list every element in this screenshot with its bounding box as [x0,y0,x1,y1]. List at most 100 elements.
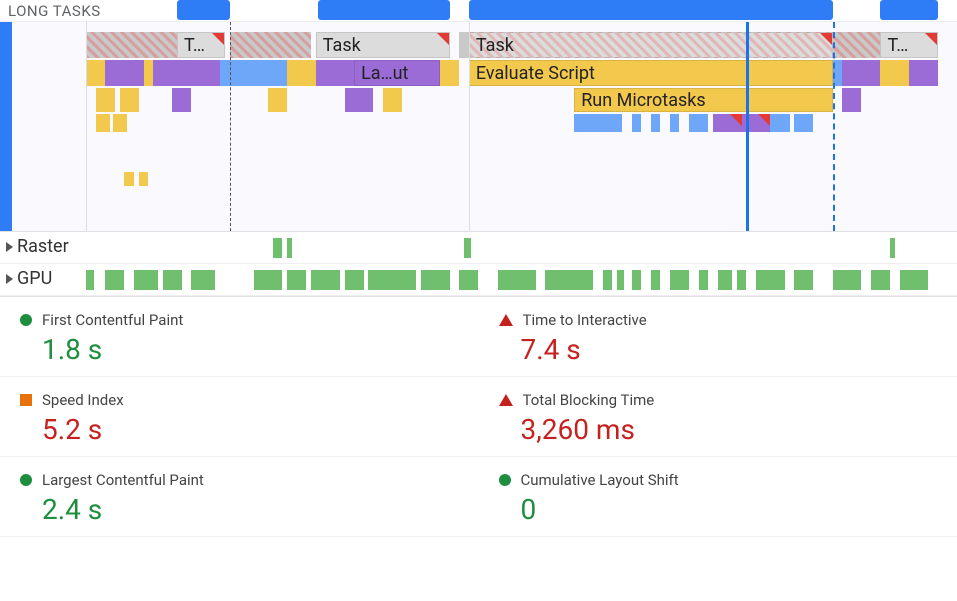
flame-entry[interactable] [120,88,139,112]
gpu-track[interactable]: GPU [0,264,957,296]
metric-largest-contentful-paint[interactable]: Largest Contentful Paint2.4 s [0,457,479,537]
gpu-bar[interactable] [617,270,624,290]
raster-bar[interactable] [890,238,895,258]
gpu-bar[interactable] [134,270,158,290]
flame-entry[interactable] [713,114,742,132]
metric-time-to-interactive[interactable]: Time to Interactive7.4 s [479,297,957,377]
metric-total-blocking-time[interactable]: Total Blocking Time3,260 ms [479,377,957,457]
metric-status-icon [20,474,32,486]
flame-entry[interactable] [105,60,143,86]
long-tasks-track[interactable]: LONG TASKS [0,0,957,22]
gpu-bar[interactable] [670,270,689,290]
metric-first-contentful-paint[interactable]: First Contentful Paint1.8 s [0,297,479,377]
flame-entry[interactable] [383,88,402,112]
flame-entry-t[interactable]: T… [880,32,937,58]
gpu-bar[interactable] [254,270,283,290]
metric-cumulative-layout-shift[interactable]: Cumulative Layout Shift0 [479,457,957,537]
flame-entry[interactable] [794,114,813,132]
metric-status-icon [499,394,513,406]
gpu-bar[interactable] [459,270,478,290]
flame-entry[interactable] [96,88,115,112]
flame-entry[interactable] [124,172,134,186]
gpu-bar[interactable] [368,270,416,290]
flame-entry[interactable] [86,60,105,86]
flame-entry[interactable] [880,60,909,86]
gpu-bar[interactable] [632,270,642,290]
gpu-bar[interactable] [718,270,732,290]
metric-label: Total Blocking Time [523,391,655,409]
flame-entry[interactable] [113,114,127,132]
flame-entry[interactable] [139,172,149,186]
flame-entry[interactable] [172,88,191,112]
gpu-label: GPU [6,268,52,289]
raster-bar[interactable] [464,238,471,258]
gpu-bar[interactable] [105,270,124,290]
long-task-bar[interactable] [345,0,450,20]
flame-entry[interactable] [574,114,593,132]
gpu-bar[interactable] [699,270,709,290]
gpu-bar[interactable] [900,270,929,290]
raster-track[interactable]: Raster [0,232,957,264]
flame-entry[interactable] [86,32,177,58]
gpu-bar[interactable] [345,270,364,290]
expand-icon[interactable] [6,242,13,252]
gpu-bar[interactable] [191,270,215,290]
flame-entry[interactable] [603,114,622,132]
metric-value: 0 [521,493,938,526]
long-task-bar[interactable] [498,0,833,20]
flame-entry[interactable] [909,60,938,86]
flame-entry[interactable] [459,32,469,58]
metric-value: 5.2 s [42,413,459,446]
gpu-bar[interactable] [603,270,613,290]
flame-entry[interactable] [144,60,154,86]
flame-entry[interactable] [689,114,708,132]
flame-entry-evaluatescript[interactable]: Evaluate Script [469,60,833,86]
gpu-bar[interactable] [311,270,340,290]
flame-entry[interactable] [670,114,680,132]
long-task-bar[interactable] [880,0,937,20]
raster-bar[interactable] [273,238,283,258]
flame-entry-t[interactable]: T… [177,32,225,58]
gpu-bar[interactable] [794,270,813,290]
gpu-bar[interactable] [287,270,306,290]
flame-entry[interactable] [230,32,311,58]
metric-value: 7.4 s [521,333,938,366]
flame-entry-task[interactable]: Task [316,32,450,58]
gpu-bar[interactable] [421,270,450,290]
flame-entry[interactable] [440,60,459,86]
flame-entry[interactable] [345,88,374,112]
flame-entry[interactable] [593,114,603,132]
flame-entry[interactable] [842,60,880,86]
time-marker [833,22,835,231]
time-marker [86,22,87,231]
metric-value: 2.4 s [42,493,459,526]
flame-entry[interactable] [842,88,861,112]
gpu-bar[interactable] [871,270,890,290]
gpu-bar[interactable] [737,270,747,290]
flame-entry-laut[interactable]: La…ut [354,60,440,86]
gpu-bar[interactable] [833,270,862,290]
gpu-bar[interactable] [498,270,536,290]
gpu-bar[interactable] [86,270,94,290]
flame-entry[interactable] [153,60,220,86]
raster-bar[interactable] [287,238,292,258]
gpu-bar[interactable] [756,270,785,290]
flame-entry[interactable] [833,32,881,58]
flame-entry[interactable] [651,114,661,132]
flame-entry[interactable] [316,60,354,86]
expand-icon[interactable] [6,274,13,284]
flame-entry[interactable] [287,60,316,86]
flame-entry[interactable] [770,114,789,132]
long-task-bar[interactable] [177,0,230,20]
flame-entry[interactable] [632,114,642,132]
main-thread-flamechart[interactable]: T… Task Task T… La…ut Evaluate ScriptRun Micr… [0,22,957,232]
flame-entry[interactable] [268,88,287,112]
flame-entry[interactable] [96,114,110,132]
gpu-bar[interactable] [163,270,182,290]
flame-entry-runmicrotasks[interactable]: Run Microtasks [574,88,832,112]
gpu-bar[interactable] [651,270,661,290]
gpu-bar[interactable] [545,270,593,290]
flame-entry-task[interactable]: Task [469,32,833,58]
metric-status-icon [20,394,32,406]
metric-speed-index[interactable]: Speed Index5.2 s [0,377,479,457]
